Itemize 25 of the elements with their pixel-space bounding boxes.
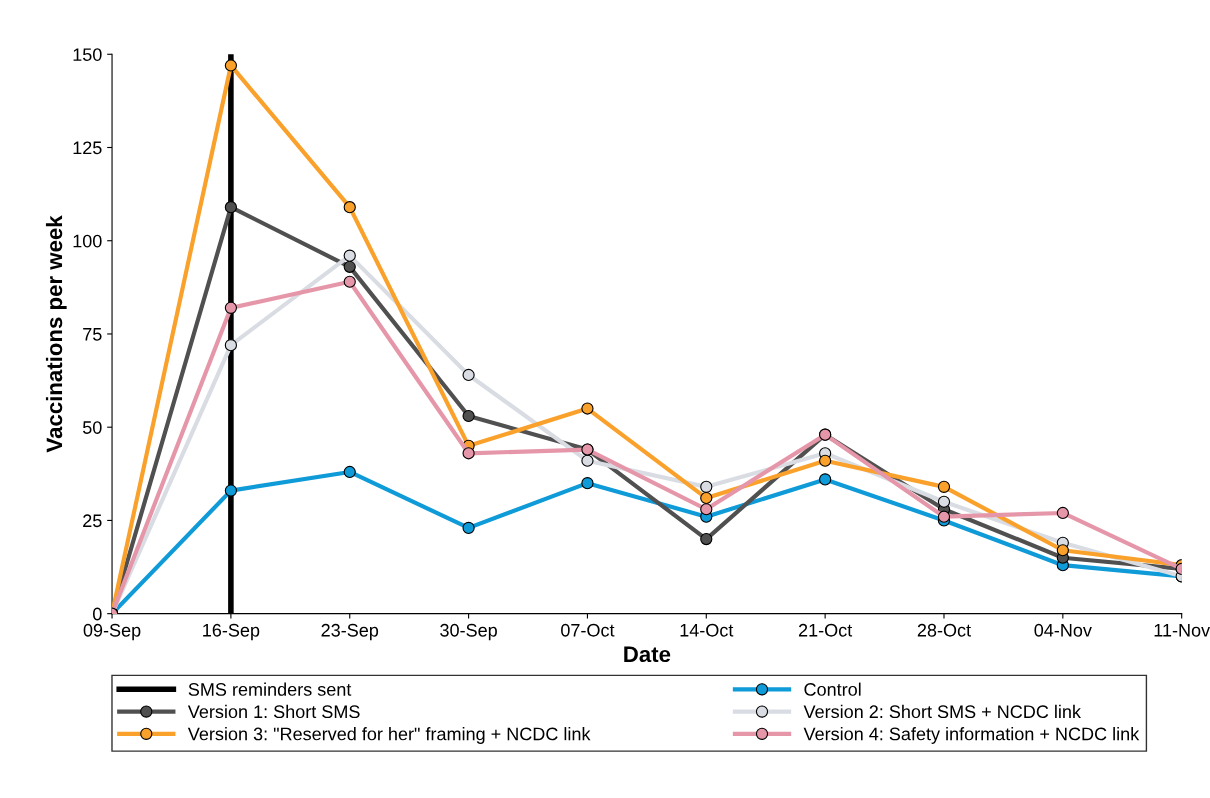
y-tick-label: 50 (82, 421, 102, 434)
x-tick-label: 07-Oct (561, 623, 615, 637)
x-tick-label: 04-Nov (1034, 623, 1092, 637)
x-tick-label: 28-Oct (917, 623, 971, 637)
x-tick-label: 21-Oct (798, 623, 853, 637)
x-axis-title: Date (624, 646, 671, 663)
x-tick-label: 09-Sep (83, 623, 141, 641)
x-tick-label: 11-Nov (1154, 624, 1210, 637)
y-tick-label: 125 (73, 141, 102, 155)
y-tick-label: 75 (83, 328, 102, 341)
y-axis-title: Vaccinations per week (45, 215, 67, 453)
y-tick-label: 100 (73, 234, 102, 248)
legend-label: Version 2: Short SMS + NCDC link (803, 704, 1082, 719)
y-tick-label: 0 (92, 607, 102, 621)
legend-label: Version 1: Short SMS (187, 704, 360, 719)
legend-label: Version 4: Safety information + NCDC link (803, 727, 1140, 744)
legend-label: Version 3: "Reserved for her" framing + NCDC link (187, 727, 591, 744)
x-tick-label: 30-Sep (440, 623, 497, 641)
legend-label: Control (804, 682, 861, 696)
y-tick-label: 25 (83, 514, 102, 528)
y-tick-label: 150 (73, 48, 102, 61)
x-tick-label: 16-Sep (203, 623, 260, 641)
x-tick-label: 23-Sep (321, 623, 379, 641)
legend-label: SMS reminders sent (188, 682, 352, 696)
x-tick-label: 14-Oct (680, 623, 734, 637)
